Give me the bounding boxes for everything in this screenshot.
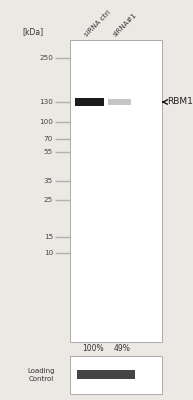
Text: [kDa]: [kDa] (22, 27, 43, 36)
Text: siRNA#1: siRNA#1 (113, 12, 139, 38)
Text: 10: 10 (44, 250, 53, 256)
Text: 100: 100 (39, 119, 53, 125)
Text: 35: 35 (44, 178, 53, 184)
Text: RBM10: RBM10 (167, 98, 193, 106)
Bar (75, 98, 104, 106)
Bar (108, 99, 131, 105)
Text: 130: 130 (39, 99, 53, 105)
Text: 250: 250 (39, 55, 53, 61)
Text: Loading
Control: Loading Control (28, 368, 55, 382)
Bar (77, 370, 135, 379)
Text: 25: 25 (44, 197, 53, 203)
Bar (70, 40, 162, 342)
Text: 55: 55 (44, 149, 53, 155)
Text: 70: 70 (44, 136, 53, 142)
Bar (70, 356, 162, 394)
Text: 15: 15 (44, 234, 53, 240)
Text: 49%: 49% (113, 344, 130, 353)
Text: 100%: 100% (82, 344, 103, 353)
Text: siRNA ctrl: siRNA ctrl (84, 10, 112, 38)
